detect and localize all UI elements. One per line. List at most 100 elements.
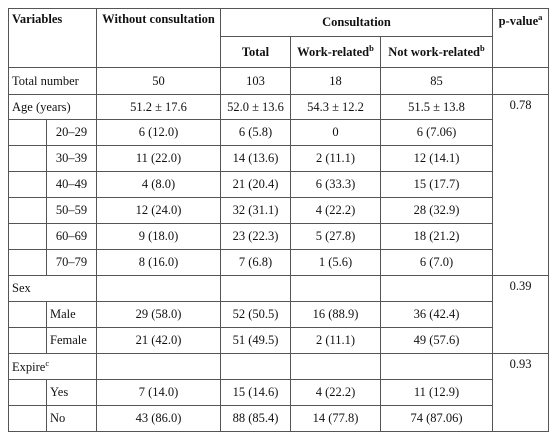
table-row: 30–39 11 (22.0) 14 (13.6) 2 (11.1) 12 (1…: [8, 145, 549, 172]
header-not-work-related-sup: b: [480, 43, 485, 54]
table-row: 40–49 4 (8.0) 21 (20.4) 6 (33.3) 15 (17.…: [8, 171, 549, 198]
cell-without: [96, 275, 221, 302]
row-label: Total number: [8, 67, 97, 95]
header-not-work-related: Not work-relatedb: [380, 36, 493, 68]
cell-work: 16 (88.9): [290, 301, 381, 328]
cell-notwork: 6 (7.0): [380, 249, 493, 276]
cell-without: 50: [96, 67, 221, 95]
table-row-sex: Sex 0.39: [8, 275, 549, 354]
row-label: 70–79: [46, 249, 97, 276]
cell-without: 43 (86.0): [96, 405, 221, 432]
table-row-age: Age (years) 51.2 ± 17.6 52.0 ± 13.6 54.3…: [8, 94, 549, 276]
header-variables: Variables: [8, 8, 97, 68]
cell-work: 54.3 ± 12.2: [290, 94, 381, 120]
row-label: No: [46, 405, 97, 432]
indent-cell: [8, 379, 47, 406]
indent-cell: [8, 249, 47, 276]
cell-notwork: 12 (14.1): [380, 145, 493, 172]
header-without-consultation: Without consultation: [96, 8, 221, 68]
cell-work: 4 (22.2): [290, 197, 381, 224]
row-label: 30–39: [46, 145, 97, 172]
cell-work: 1 (5.6): [290, 249, 381, 276]
indent-cell: [8, 405, 47, 432]
row-label: Female: [46, 327, 97, 354]
cell-total: 7 (6.8): [220, 249, 291, 276]
cell-without: [96, 353, 221, 380]
table-row: 50–59 12 (24.0) 32 (31.1) 4 (22.2) 28 (3…: [8, 197, 549, 224]
cell-work: 2 (11.1): [290, 145, 381, 172]
row-label: Yes: [46, 379, 97, 406]
cell-total: 14 (13.6): [220, 145, 291, 172]
row-label: Age (years): [8, 94, 97, 120]
cell-notwork: 36 (42.4): [380, 301, 493, 328]
cell-total: 23 (22.3): [220, 223, 291, 250]
cell-total: 6 (5.8): [220, 119, 291, 146]
table-row-expire: Expirec 0.93: [8, 353, 549, 432]
indent-cell: [8, 119, 47, 146]
cell-work: 2 (11.1): [290, 327, 381, 354]
cell-p: [492, 67, 549, 95]
cell-total: 88 (85.4): [220, 405, 291, 432]
cell-without: 7 (14.0): [96, 379, 221, 406]
cell-without: 9 (18.0): [96, 223, 221, 250]
table-row-total: Total number 50 103 18 85: [8, 67, 549, 95]
cell-notwork: 6 (7.06): [380, 119, 493, 146]
cell-total: 51 (49.5): [220, 327, 291, 354]
table-row: No 43 (86.0) 88 (85.4) 14 (77.8) 74 (87.…: [8, 405, 549, 432]
cell-work: [290, 353, 381, 380]
cell-without: 8 (16.0): [96, 249, 221, 276]
cell-notwork: 11 (12.9): [380, 379, 493, 406]
indent-cell: [8, 301, 47, 328]
cell-without: 51.2 ± 17.6: [96, 94, 221, 120]
cell-total: 32 (31.1): [220, 197, 291, 224]
cell-p-expire: 0.93: [492, 353, 549, 432]
cell-p-age: 0.78: [492, 94, 549, 276]
header-consultation: Consultation: [220, 8, 493, 37]
cell-total: 21 (20.4): [220, 171, 291, 198]
cell-notwork: 15 (17.7): [380, 171, 493, 198]
cell-total: 52.0 ± 13.6: [220, 94, 291, 120]
cell-work: 4 (22.2): [290, 379, 381, 406]
indent-cell: [8, 327, 47, 354]
row-label-text: Expire: [12, 360, 46, 375]
table-row: 60–69 9 (18.0) 23 (22.3) 5 (27.8) 18 (21…: [8, 223, 549, 250]
indent-cell: [8, 197, 47, 224]
cell-work: 6 (33.3): [290, 171, 381, 198]
header-p-value-text: p-value: [498, 14, 539, 29]
header-row-1: Variables Without consultation Consultat…: [8, 8, 549, 68]
cell-work: 5 (27.8): [290, 223, 381, 250]
cell-notwork: 28 (32.9): [380, 197, 493, 224]
header-work-related: Work-relatedb: [290, 36, 381, 68]
header-row-2: Total Work-relatedb Not work-relatedb: [9, 36, 549, 68]
table-row: Yes 7 (14.0) 15 (14.6) 4 (22.2) 11 (12.9…: [8, 379, 549, 406]
row-label: Expirec: [8, 353, 97, 380]
table-row: Male 29 (58.0) 52 (50.5) 16 (88.9) 36 (4…: [8, 301, 549, 328]
indent-cell: [8, 171, 47, 198]
cell-notwork: 74 (87.06): [380, 405, 493, 432]
cell-total: 52 (50.5): [220, 301, 291, 328]
cell-total: 15 (14.6): [220, 379, 291, 406]
cell-without: 21 (42.0): [96, 327, 221, 354]
cell-without: 11 (22.0): [96, 145, 221, 172]
table-row: 70–79 8 (16.0) 7 (6.8) 1 (5.6) 6 (7.0): [8, 249, 549, 276]
table-row: 20–29 6 (12.0) 6 (5.8) 0 6 (7.06): [8, 119, 549, 146]
cell-total: [220, 275, 291, 302]
indent-cell: [8, 223, 47, 250]
row-label: 20–29: [46, 119, 97, 146]
header-work-related-sup: b: [369, 43, 374, 54]
cell-p-sex: 0.39: [492, 275, 549, 354]
cell-notwork: 85: [380, 67, 493, 95]
cell-notwork: 51.5 ± 13.8: [380, 94, 493, 120]
indent-cell: [8, 145, 47, 172]
row-label: 40–49: [46, 171, 97, 198]
cell-work: 14 (77.8): [290, 405, 381, 432]
cell-without: 29 (58.0): [96, 301, 221, 328]
row-label-sup: c: [45, 357, 50, 368]
row-label: 50–59: [46, 197, 97, 224]
header-p-value-sup: a: [538, 12, 543, 22]
header-p-value: p-valuea: [492, 8, 549, 68]
header-total: Total: [220, 36, 291, 68]
header-work-related-text: Work-related: [297, 45, 370, 60]
cell-notwork: 49 (57.6): [380, 327, 493, 354]
cell-notwork: 18 (21.2): [380, 223, 493, 250]
